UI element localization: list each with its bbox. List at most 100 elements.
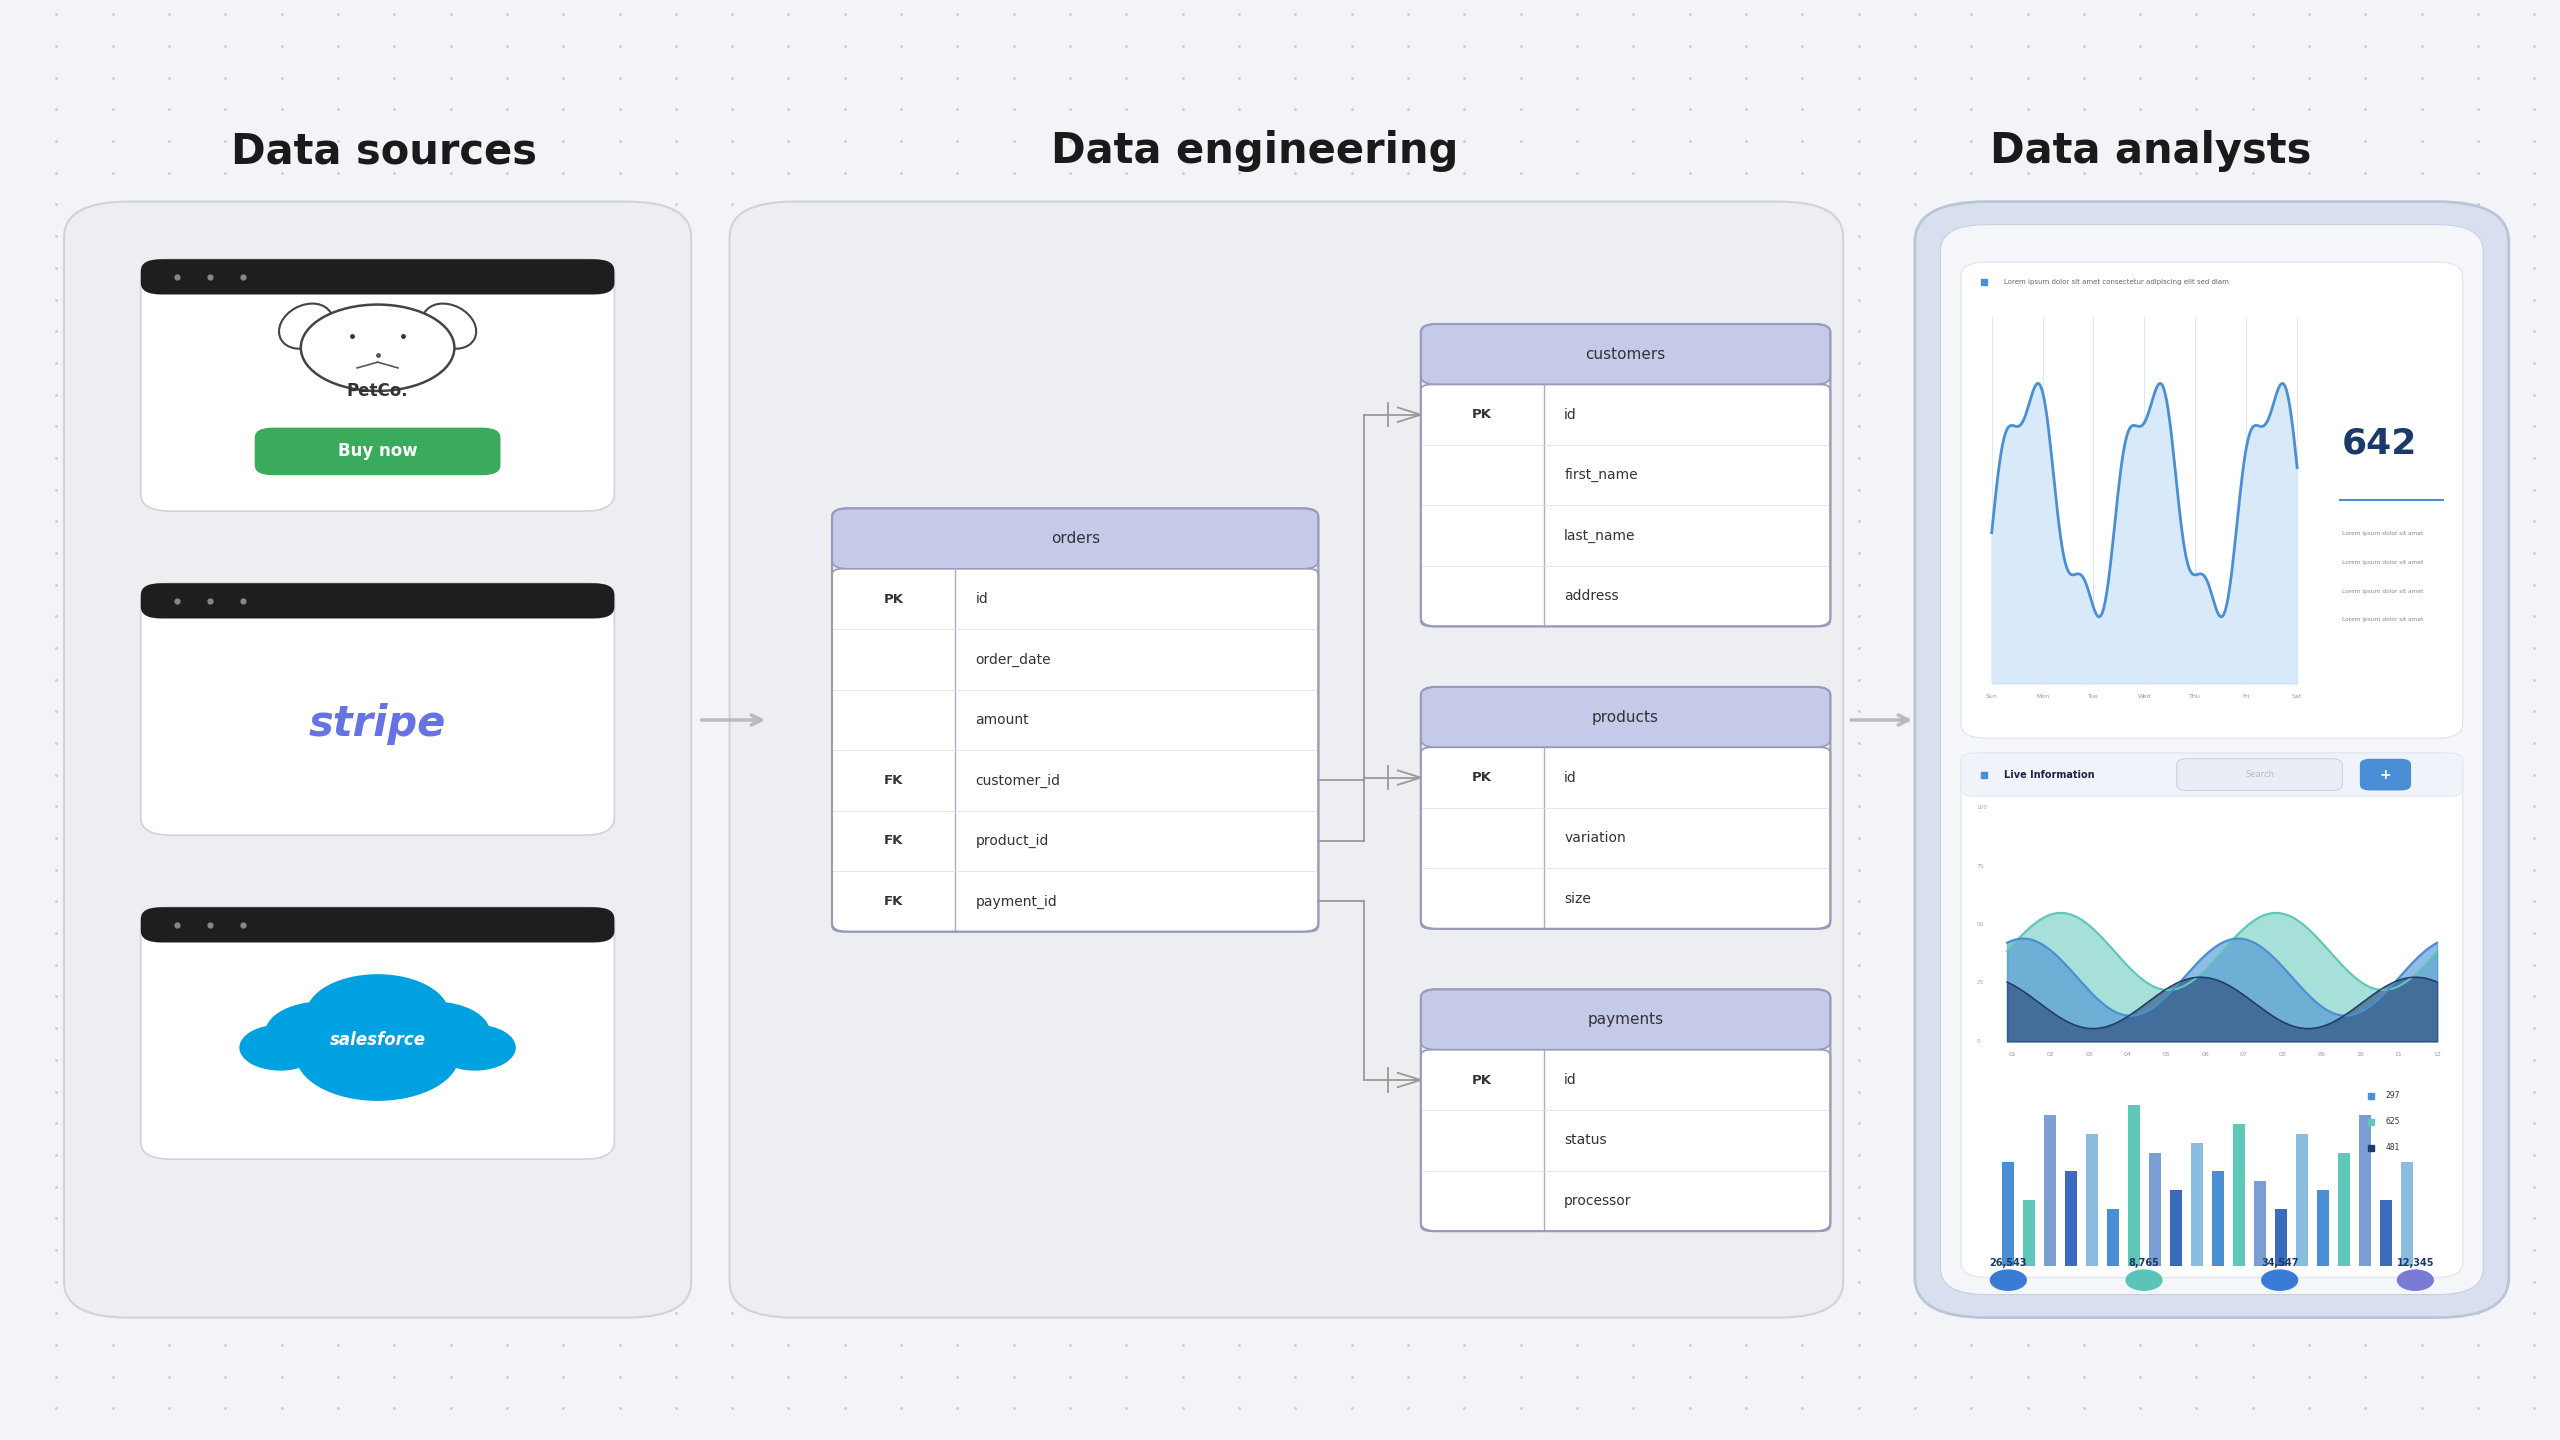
FancyBboxPatch shape [1421, 324, 1830, 384]
Bar [2401, 1162, 2414, 1266]
FancyBboxPatch shape [832, 569, 1318, 932]
Text: PK: PK [883, 592, 904, 606]
Bar [2253, 1181, 2266, 1266]
FancyBboxPatch shape [1961, 753, 2463, 1277]
Bar [2276, 1210, 2286, 1266]
Circle shape [435, 1025, 517, 1071]
Bar [2148, 1152, 2161, 1266]
Text: 297: 297 [2386, 1092, 2401, 1100]
Text: 12,345: 12,345 [2396, 1259, 2435, 1267]
Text: Mon: Mon [2035, 694, 2048, 698]
Text: 07: 07 [2240, 1051, 2248, 1057]
Text: Wed: Wed [2138, 694, 2150, 698]
Text: 75: 75 [1976, 864, 1984, 868]
Text: Lorem ipsum dolor sit amet consectetur adipiscing elit sed diam: Lorem ipsum dolor sit amet consectetur a… [2004, 279, 2230, 285]
Bar [2127, 1106, 2140, 1266]
FancyBboxPatch shape [1421, 747, 1830, 929]
Text: 100: 100 [1976, 805, 1987, 811]
FancyBboxPatch shape [730, 202, 1843, 1318]
Text: processor: processor [1564, 1194, 1631, 1208]
Text: order_date: order_date [975, 652, 1052, 667]
Text: Lorem ipsum dolor sit amet: Lorem ipsum dolor sit amet [2342, 531, 2424, 536]
Text: PK: PK [1472, 408, 1492, 422]
FancyBboxPatch shape [141, 907, 614, 943]
Text: Lorem ipsum dolor sit amet: Lorem ipsum dolor sit amet [2342, 560, 2424, 564]
Text: id: id [1564, 1073, 1577, 1087]
FancyBboxPatch shape [2360, 759, 2412, 791]
Text: 642: 642 [2342, 426, 2417, 459]
Text: Live Information: Live Information [2004, 769, 2094, 779]
Circle shape [2125, 1270, 2161, 1290]
Text: Lorem ipsum dolor sit amet: Lorem ipsum dolor sit amet [2342, 589, 2424, 593]
Text: 01: 01 [2007, 1051, 2017, 1057]
Bar [2022, 1200, 2035, 1266]
Text: Fri: Fri [2243, 694, 2250, 698]
Text: 26,543: 26,543 [1989, 1259, 2028, 1267]
FancyBboxPatch shape [1421, 687, 1830, 747]
Ellipse shape [422, 304, 476, 348]
Text: Search: Search [2245, 770, 2273, 779]
Text: 12: 12 [2432, 1051, 2442, 1057]
Text: size: size [1564, 891, 1590, 906]
Text: Buy now: Buy now [338, 442, 417, 461]
Text: products: products [1592, 710, 1659, 724]
FancyBboxPatch shape [1421, 989, 1830, 1050]
Text: 50: 50 [1976, 922, 1984, 927]
Text: payment_id: payment_id [975, 894, 1057, 909]
Text: Data engineering: Data engineering [1050, 130, 1459, 173]
FancyBboxPatch shape [253, 428, 502, 475]
Circle shape [2399, 1270, 2435, 1290]
FancyBboxPatch shape [1940, 225, 2483, 1295]
Bar [2002, 1162, 2015, 1266]
Text: 08: 08 [2278, 1051, 2286, 1057]
Text: Tue: Tue [2089, 694, 2099, 698]
Text: 06: 06 [2202, 1051, 2209, 1057]
FancyBboxPatch shape [141, 259, 614, 295]
Text: product_id: product_id [975, 834, 1050, 848]
Circle shape [302, 304, 456, 390]
FancyBboxPatch shape [141, 583, 614, 619]
Bar [2171, 1191, 2181, 1266]
Text: 625: 625 [2386, 1117, 2401, 1126]
Bar [2212, 1171, 2225, 1266]
Text: Sun: Sun [1987, 694, 1997, 698]
FancyBboxPatch shape [1961, 753, 2463, 796]
FancyBboxPatch shape [141, 259, 614, 511]
Bar [2317, 1191, 2330, 1266]
Text: Data analysts: Data analysts [1989, 130, 2312, 173]
Circle shape [238, 1025, 320, 1071]
Text: customers: customers [1585, 347, 1667, 361]
FancyBboxPatch shape [1421, 1050, 1830, 1231]
Text: 481: 481 [2386, 1143, 2401, 1152]
Text: PK: PK [1472, 1073, 1492, 1087]
Text: PK: PK [1472, 770, 1492, 785]
Circle shape [266, 1002, 379, 1066]
Text: salesforce: salesforce [330, 1031, 425, 1050]
Text: 25: 25 [1976, 981, 1984, 985]
FancyBboxPatch shape [1915, 202, 2509, 1318]
Text: PetCo.: PetCo. [346, 382, 410, 400]
Bar [2337, 1152, 2350, 1266]
Text: 02: 02 [2048, 1051, 2056, 1057]
FancyBboxPatch shape [1421, 384, 1830, 626]
Bar [2086, 1133, 2099, 1266]
Text: orders: orders [1050, 531, 1101, 546]
Text: stripe: stripe [310, 703, 445, 744]
FancyBboxPatch shape [64, 202, 691, 1318]
Text: 09: 09 [2317, 1051, 2324, 1057]
Text: +: + [2381, 768, 2391, 782]
Circle shape [379, 1002, 492, 1066]
Bar [2107, 1210, 2120, 1266]
FancyBboxPatch shape [141, 583, 614, 835]
FancyBboxPatch shape [2176, 759, 2342, 791]
Text: Lorem ipsum dolor sit amet: Lorem ipsum dolor sit amet [2342, 618, 2424, 622]
FancyBboxPatch shape [141, 907, 614, 1159]
Text: first_name: first_name [1564, 468, 1638, 482]
Bar [2358, 1115, 2371, 1266]
Text: id: id [1564, 770, 1577, 785]
Text: amount: amount [975, 713, 1029, 727]
Text: status: status [1564, 1133, 1608, 1148]
Text: last_name: last_name [1564, 528, 1636, 543]
Bar [2381, 1200, 2391, 1266]
Text: Thu: Thu [2189, 694, 2202, 698]
